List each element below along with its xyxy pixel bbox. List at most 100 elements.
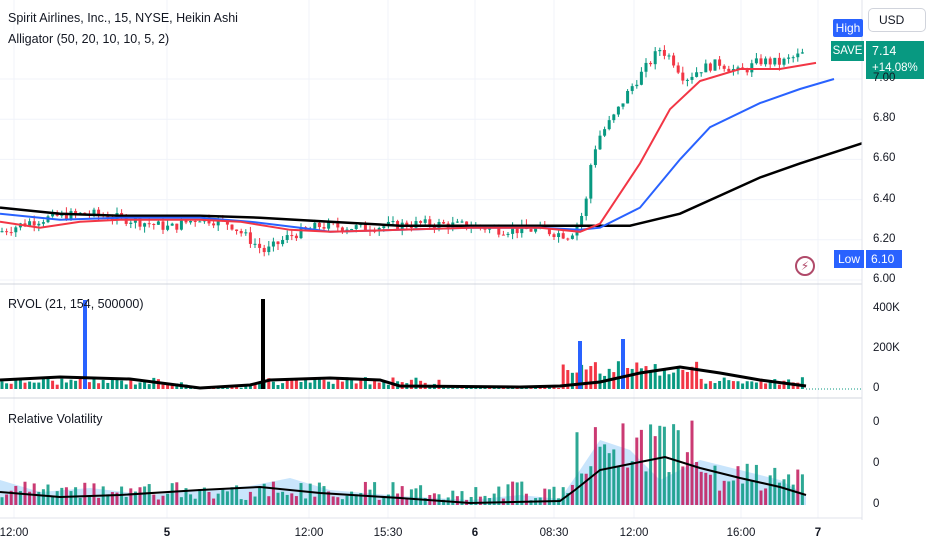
candle xyxy=(313,222,317,229)
relvol-bar xyxy=(570,484,574,505)
relvol-bar xyxy=(492,493,496,505)
relvol-bar xyxy=(432,493,436,505)
relvol-bar xyxy=(0,497,4,505)
candle xyxy=(161,221,165,230)
rvol-legend[interactable]: RVOL (21, 154, 500000) xyxy=(8,297,144,311)
candle xyxy=(5,231,9,233)
rvol-bar xyxy=(759,378,763,389)
rvol-bar xyxy=(106,382,110,389)
relvol-tick-label: 0 xyxy=(873,498,880,510)
relvol-bar xyxy=(345,495,349,505)
relative-volatility-legend[interactable]: Relative Volatility xyxy=(8,412,103,426)
relvol-bar xyxy=(202,487,206,505)
rvol-bar xyxy=(18,378,22,389)
candle xyxy=(658,49,662,52)
rvol-bar xyxy=(566,370,570,389)
rvol-bar xyxy=(593,362,597,389)
relvol-bar xyxy=(9,490,13,505)
rvol-bar xyxy=(741,383,745,389)
relvol-bar xyxy=(658,425,662,505)
relvol-bar xyxy=(391,482,395,505)
relvol-bar xyxy=(759,490,763,505)
relvol-bar xyxy=(189,494,193,505)
relvol-bar xyxy=(170,483,174,505)
candle xyxy=(170,223,174,226)
candle xyxy=(727,68,731,72)
relvol-bar xyxy=(796,469,800,505)
rvol-bar xyxy=(235,386,239,389)
rvol-bar xyxy=(722,377,726,389)
candle xyxy=(552,234,556,238)
price-tick-label: 6.20 xyxy=(873,232,896,245)
candle xyxy=(455,221,459,223)
rvol-bar xyxy=(129,378,133,389)
relvol-bar xyxy=(18,490,22,505)
currency-button[interactable]: USD xyxy=(868,8,926,32)
candle xyxy=(442,222,446,224)
rvol-bar xyxy=(800,377,804,389)
relvol-bar xyxy=(483,495,487,505)
candle xyxy=(635,84,639,87)
candle xyxy=(667,55,671,57)
alligator-legend[interactable]: Alligator (50, 20, 10, 10, 5, 2) xyxy=(8,32,170,46)
relvol-bar xyxy=(469,497,473,505)
relvol-bar xyxy=(97,497,101,505)
symbol-tag: SAVE xyxy=(831,41,864,61)
relvol-bar xyxy=(488,498,492,505)
candle xyxy=(593,149,597,166)
candle xyxy=(699,72,703,74)
symbol-legend[interactable]: Spirit Airlines, Inc., 15, NYSE, Heikin … xyxy=(8,11,238,25)
rvol-bar xyxy=(667,374,671,389)
relvol-bar xyxy=(451,490,455,505)
relvol-bar xyxy=(340,499,344,505)
relvol-bar xyxy=(138,487,142,505)
candle xyxy=(796,53,800,58)
rvol-tick-label: 0 xyxy=(873,382,880,394)
rvol-bar xyxy=(465,387,469,389)
relvol-average-line xyxy=(0,455,807,505)
candle xyxy=(267,246,271,253)
rvol-bar xyxy=(455,388,459,389)
candle xyxy=(32,221,36,226)
candle xyxy=(676,65,680,73)
relvol-bar xyxy=(442,499,446,505)
rvol-bar xyxy=(782,380,786,389)
candle xyxy=(14,227,18,233)
candle xyxy=(580,215,584,225)
rvol-bar xyxy=(101,379,105,389)
rvol-spike-bar xyxy=(621,339,625,389)
relvol-bar xyxy=(731,480,735,505)
rvol-bar xyxy=(331,383,335,389)
rvol-bar xyxy=(414,377,418,389)
relvol-bar xyxy=(322,486,326,505)
candle xyxy=(216,218,220,226)
rvol-bar xyxy=(589,366,593,389)
relvol-bar xyxy=(386,494,390,505)
lightning-icon[interactable]: ⚡ xyxy=(795,256,815,276)
candle xyxy=(179,220,183,230)
relvol-bar xyxy=(156,499,160,505)
relvol-bar xyxy=(285,494,289,505)
relvol-bar xyxy=(672,424,676,505)
low-value-tag: 6.10 xyxy=(866,250,902,268)
relvol-bar xyxy=(713,465,717,505)
relvol-bar xyxy=(584,473,588,505)
candle xyxy=(750,63,754,73)
candle xyxy=(791,57,795,59)
candle xyxy=(777,57,781,65)
candle xyxy=(248,232,252,244)
rvol-bar xyxy=(557,387,561,389)
candle xyxy=(184,220,188,223)
candle xyxy=(345,229,349,232)
rvol-bar xyxy=(773,379,777,389)
rvol-bar xyxy=(46,378,50,389)
relvol-bar xyxy=(46,484,50,505)
rvol-bar xyxy=(768,382,772,389)
relvol-bar xyxy=(336,497,340,505)
candle xyxy=(584,198,588,216)
rvol-bar xyxy=(345,377,349,389)
price-tick-label: 6.00 xyxy=(873,273,896,285)
rvol-bar xyxy=(14,378,18,389)
